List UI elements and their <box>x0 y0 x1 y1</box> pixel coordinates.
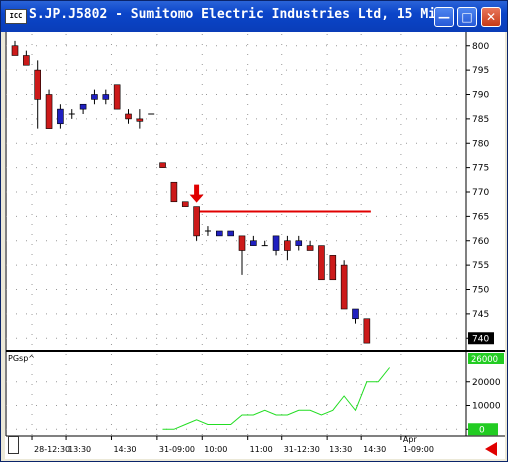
maximize-icon: □ <box>461 10 473 24</box>
month-label: Apr <box>403 435 418 444</box>
time-tick-label: 13:30 <box>329 445 352 454</box>
candle-body <box>34 69 42 100</box>
title-bar[interactable]: ICC S.JP.J5802 - Sumitomo Electric Indus… <box>1 1 507 32</box>
last-price-box <box>468 332 494 345</box>
price-tick-label: 760 <box>472 237 489 247</box>
candle-body <box>352 308 359 320</box>
time-tick-label: 31-09:00 <box>159 445 195 454</box>
indicator-tick-label: 20000 <box>472 378 501 388</box>
indicator-panel: PGsp^ 20000 10000 0 26000 <box>6 353 505 437</box>
price-tick-label: 790 <box>472 91 489 101</box>
time-tick-label: 14:30 <box>363 445 386 454</box>
indicator-zero-box <box>468 423 498 436</box>
price-tick-label: 765 <box>472 212 489 222</box>
scrollbar-thumb[interactable] <box>8 436 19 454</box>
candle-body <box>125 113 132 120</box>
time-tick-label: 13:30 <box>68 445 91 454</box>
minimize-icon: — <box>438 10 450 24</box>
minimize-button[interactable]: — <box>434 7 454 27</box>
time-tick-label: 14:30 <box>113 445 136 454</box>
candle-body <box>57 108 64 125</box>
candle-body <box>45 94 53 129</box>
candle-body <box>238 235 246 251</box>
time-tick-label: 28-12:30 <box>34 445 70 454</box>
time-tick-label: 31-12:30 <box>284 445 320 454</box>
chart-area: 800 795 790 785 780 775 770 765 760 755 750 745 740 … <box>5 32 505 459</box>
candle-body <box>193 206 200 237</box>
candle-body <box>216 230 223 237</box>
indicator-zero-label: 0 <box>479 425 485 435</box>
candle-body <box>295 240 303 246</box>
price-tick-label: 755 <box>472 261 489 271</box>
indicator-tick-label: 10000 <box>472 402 501 412</box>
candle-body <box>79 103 87 110</box>
candle-body <box>11 45 19 56</box>
last-price-label: 740 <box>472 334 489 344</box>
candle-body <box>170 181 178 203</box>
maximize-button[interactable]: □ <box>457 7 477 27</box>
candle-body <box>284 240 291 251</box>
candle-body <box>227 230 234 237</box>
window-title: S.JP.J5802 - Sumitomo Electric Industrie… <box>29 7 444 22</box>
price-tick-label: 780 <box>472 139 489 149</box>
price-tick-label: 775 <box>472 164 489 174</box>
candle-body <box>159 162 166 168</box>
app-icon[interactable]: ICC <box>5 9 27 24</box>
price-tick-label: 745 <box>472 310 489 320</box>
candle-body <box>329 255 337 281</box>
candle-body <box>113 84 121 110</box>
candle-body <box>181 201 189 207</box>
candle-body <box>136 118 144 122</box>
candle-body <box>91 94 98 100</box>
candle-body <box>102 94 110 100</box>
candle-body <box>250 240 257 246</box>
price-tick-label: 785 <box>472 115 489 125</box>
candle-body <box>340 264 348 310</box>
price-panel: 800 795 790 785 780 775 770 765 760 755 750 745 740 <box>5 32 505 436</box>
time-tick-label: 10:00 <box>204 445 227 454</box>
close-button[interactable]: ✕ <box>481 7 501 27</box>
price-tick-label: 750 <box>472 286 489 296</box>
chart-svg: 800795790785780775770765760755750745740 … <box>5 32 505 454</box>
down-arrow-icon <box>189 184 204 203</box>
scroll-right-arrow-icon[interactable] <box>485 442 497 456</box>
indicator-title: PGsp^ <box>8 354 35 363</box>
candle-body <box>318 245 325 281</box>
candle-body <box>306 245 314 251</box>
price-tick-label: 770 <box>472 188 489 198</box>
indicator-last-box <box>468 353 504 364</box>
time-tick-label: 11:00 <box>250 445 273 454</box>
indicator-line <box>162 367 390 430</box>
indicator-last-label: 26000 <box>471 355 498 365</box>
candle-body <box>272 235 280 251</box>
price-tick-label: 800 <box>472 42 489 52</box>
close-icon: ✕ <box>485 10 497 24</box>
price-tick-label: 795 <box>472 66 489 76</box>
time-tick-label: 1-09:00 <box>403 445 434 454</box>
candle-body <box>23 55 30 66</box>
candle-body <box>363 318 371 344</box>
